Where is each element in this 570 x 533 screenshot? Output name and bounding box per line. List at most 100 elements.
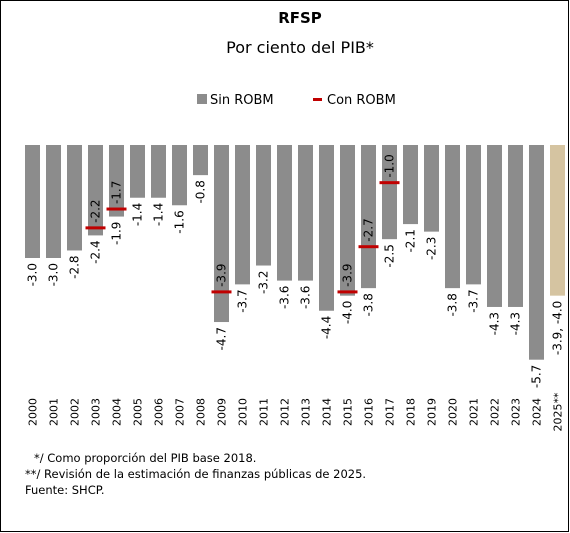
data-label: -4.3 bbox=[488, 312, 502, 335]
bar bbox=[466, 145, 481, 285]
bar bbox=[340, 145, 355, 296]
x-tick-label: 2011 bbox=[258, 398, 271, 426]
bar bbox=[298, 145, 313, 281]
data-label: -2.2 bbox=[89, 199, 103, 222]
data-label: -2.1 bbox=[404, 229, 418, 252]
x-tick-label: 2010 bbox=[237, 398, 250, 426]
data-label: -4.0 bbox=[341, 301, 355, 324]
marker bbox=[358, 245, 379, 249]
x-tick-label: 2007 bbox=[174, 398, 187, 426]
legend-label: Sin ROBM bbox=[210, 93, 274, 108]
bar bbox=[424, 145, 439, 232]
bar bbox=[46, 145, 61, 258]
legend-label: Con ROBM bbox=[327, 93, 396, 108]
x-tick-label: 2008 bbox=[195, 398, 208, 426]
bar bbox=[529, 145, 544, 360]
data-label: -3.0 bbox=[26, 263, 40, 286]
bar bbox=[277, 145, 292, 281]
x-tick-label: 2003 bbox=[90, 398, 103, 426]
bar bbox=[172, 145, 187, 206]
x-tick-label: 2012 bbox=[279, 398, 292, 426]
data-label: -2.5 bbox=[383, 244, 397, 267]
data-label: -3.7 bbox=[236, 289, 250, 312]
x-tick-label: 2002 bbox=[69, 398, 82, 426]
x-tick-label: 2014 bbox=[321, 398, 334, 426]
x-tick-label: 2000 bbox=[27, 398, 40, 426]
marker bbox=[337, 290, 358, 294]
bar bbox=[319, 145, 334, 311]
data-label: -3.0 bbox=[47, 263, 61, 286]
data-label: -2.8 bbox=[68, 255, 82, 278]
bar bbox=[67, 145, 82, 251]
data-label: -1.4 bbox=[152, 203, 166, 226]
marker bbox=[85, 226, 106, 230]
chart-title: RFSP bbox=[278, 9, 322, 27]
data-label: -4.4 bbox=[320, 316, 334, 339]
footnote: **/ Revisión de la estimación de finanza… bbox=[25, 467, 366, 481]
x-tick-label: 2020 bbox=[447, 398, 460, 426]
data-label: -2.4 bbox=[89, 240, 103, 263]
bar bbox=[487, 145, 502, 307]
data-label: -1.6 bbox=[173, 210, 187, 233]
data-label: -5.7 bbox=[530, 365, 544, 388]
data-label: -1.7 bbox=[110, 181, 124, 204]
bar bbox=[508, 145, 523, 307]
data-label: -3.8 bbox=[362, 293, 376, 316]
bar bbox=[109, 145, 124, 217]
chart-subtitle: Por ciento del PIB* bbox=[226, 38, 374, 57]
marker bbox=[211, 290, 232, 294]
x-tick-label: 2019 bbox=[426, 398, 439, 426]
footnote: */ Como proporción del PIB base 2018. bbox=[34, 451, 256, 465]
data-label: -0.8 bbox=[194, 180, 208, 203]
x-tick-label: 2015 bbox=[342, 398, 355, 426]
bar bbox=[403, 145, 418, 225]
bar bbox=[151, 145, 166, 198]
data-label: -1.4 bbox=[131, 203, 145, 226]
bar bbox=[25, 145, 40, 258]
data-label: -3.9 bbox=[215, 263, 229, 286]
data-label: -3.6 bbox=[278, 286, 292, 309]
data-label: -2.3 bbox=[425, 237, 439, 260]
data-label: -3.9 bbox=[341, 263, 355, 286]
marker bbox=[106, 207, 127, 211]
data-label: -2.7 bbox=[362, 218, 376, 241]
bar bbox=[130, 145, 145, 198]
marker bbox=[379, 181, 400, 185]
bar bbox=[235, 145, 250, 285]
data-label: -3.9, -4.0 bbox=[551, 301, 565, 355]
footnote: Fuente: SHCP. bbox=[25, 483, 105, 497]
data-label: -3.6 bbox=[299, 286, 313, 309]
legend-swatch bbox=[197, 94, 207, 104]
legend-swatch bbox=[313, 98, 322, 101]
x-tick-label: 2021 bbox=[468, 398, 481, 426]
bar bbox=[88, 145, 103, 236]
bar bbox=[214, 145, 229, 323]
x-tick-label: 2001 bbox=[48, 398, 61, 426]
data-label: -1.9 bbox=[110, 222, 124, 245]
x-tick-label: 2004 bbox=[111, 398, 124, 426]
x-tick-label: 2024 bbox=[531, 398, 544, 426]
data-label: -1.0 bbox=[383, 154, 397, 177]
bar bbox=[193, 145, 208, 176]
bar bbox=[256, 145, 271, 266]
data-label: -3.7 bbox=[467, 289, 481, 312]
bar bbox=[550, 145, 565, 296]
data-label: -3.8 bbox=[446, 293, 460, 316]
x-tick-label: 2023 bbox=[510, 398, 523, 426]
x-tick-label: 2009 bbox=[216, 398, 229, 426]
x-tick-label: 2013 bbox=[300, 398, 313, 426]
x-tick-label: 2025** bbox=[552, 392, 565, 431]
x-tick-label: 2006 bbox=[153, 398, 166, 426]
x-tick-label: 2016 bbox=[363, 398, 376, 426]
data-label: -4.3 bbox=[509, 312, 523, 335]
bar bbox=[445, 145, 460, 289]
bar bbox=[361, 145, 376, 289]
data-label: -3.2 bbox=[257, 271, 271, 294]
data-label: -4.7 bbox=[215, 327, 229, 350]
bar bbox=[382, 145, 397, 240]
x-tick-label: 2017 bbox=[384, 398, 397, 426]
x-tick-label: 2022 bbox=[489, 398, 502, 426]
x-tick-label: 2018 bbox=[405, 398, 418, 426]
x-tick-label: 2005 bbox=[132, 398, 145, 426]
